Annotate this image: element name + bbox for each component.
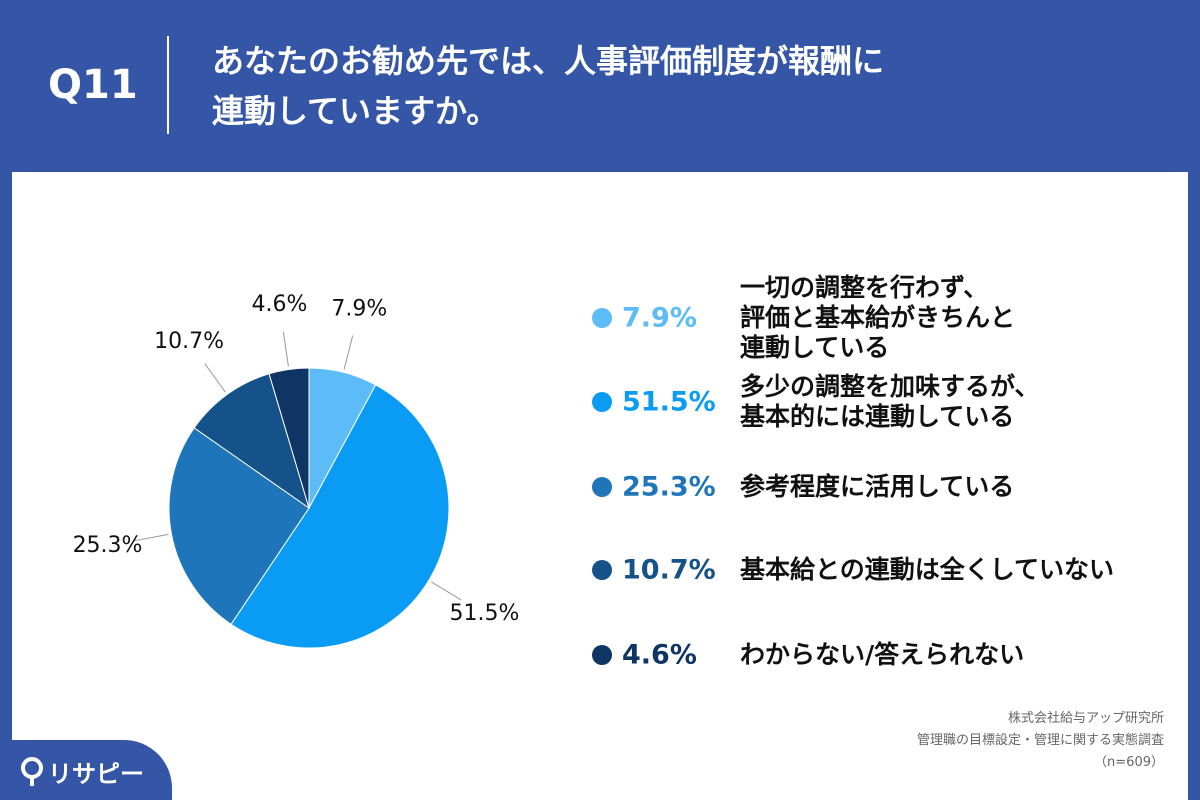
legend-label: 一切の調整を行わず、 評価と基本給がきちんと 連動している	[740, 273, 1016, 362]
legend-value: 25.3%	[622, 471, 716, 503]
legend-value: 7.9%	[622, 302, 697, 334]
leader-line	[282, 331, 289, 367]
logo: リサピー	[48, 760, 144, 788]
pie-slice	[268, 367, 310, 509]
leader-line	[431, 581, 462, 601]
divider	[167, 36, 169, 134]
pie-slice	[168, 427, 310, 625]
legend-label: 参考程度に活用している	[740, 472, 1015, 501]
legend-label: 基本給との連動は全くしていない	[740, 555, 1115, 584]
value-label: 25.3%	[73, 533, 143, 558]
leader-line	[204, 363, 226, 393]
value-label: 7.9%	[331, 296, 387, 321]
pie-slice	[193, 373, 310, 510]
legend-value: 51.5%	[622, 386, 716, 418]
legend-marker	[592, 308, 612, 328]
value-label: 51.5%	[450, 601, 520, 626]
value-label: 4.6%	[252, 292, 308, 317]
legend-label: わからない/答えられない	[740, 640, 1025, 669]
legend-value: 10.7%	[622, 554, 716, 586]
legend-marker	[592, 560, 612, 580]
legend-label: 多少の調整を加味するが、 基本的には連動している	[740, 372, 1040, 431]
title: あなたのお勧め先では、人事評価制度が報酬に 連動していますか。	[212, 42, 885, 130]
source-line: 管理職の目標設定・管理に関する実態調査	[916, 733, 1164, 748]
logo-icon	[21, 757, 43, 786]
legend-marker	[592, 477, 612, 497]
legend-marker	[592, 645, 612, 665]
pie-slice	[230, 384, 450, 649]
source: 株式会社給与アップ研究所管理職の目標設定・管理に関する実態調査 （n=609）	[917, 708, 1164, 774]
source-line: 株式会社給与アップ研究所	[1007, 711, 1164, 726]
logo-tab	[0, 740, 172, 800]
legend-value: 4.6%	[622, 639, 697, 671]
value-label: 10.7%	[154, 329, 224, 354]
leader-line	[133, 533, 169, 542]
legend-marker	[592, 392, 612, 412]
leader-line	[343, 335, 354, 370]
source-line: （n=609）	[1094, 755, 1164, 770]
question-badge: Q11	[48, 62, 138, 108]
